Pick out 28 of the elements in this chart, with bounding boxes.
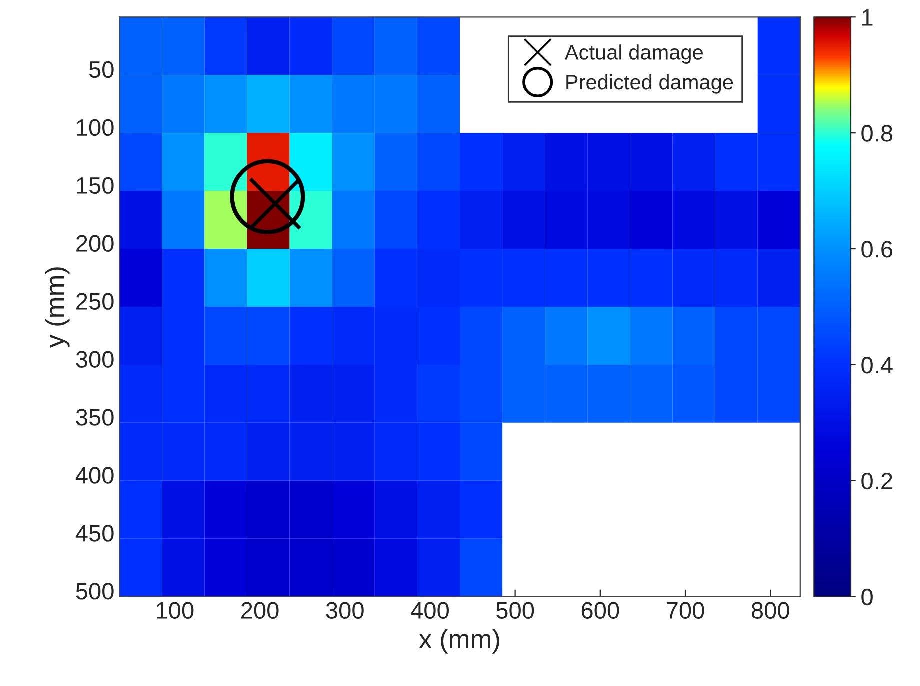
y-tick-label: 250 <box>76 293 114 310</box>
x-tick-label: 100 <box>157 602 194 620</box>
y-axis-title: y (mm) <box>45 268 70 348</box>
x-tick-label: 700 <box>667 602 704 620</box>
y-tick-label: 150 <box>77 177 114 194</box>
color-bar-label: 0.8 <box>862 125 893 142</box>
y-tick-label: 50 <box>89 61 114 78</box>
y-tick-label: 200 <box>76 235 114 252</box>
legend-label: Predicted damage <box>566 74 734 94</box>
y-tick-label: 400 <box>76 467 114 484</box>
x-tick-label: 800 <box>752 602 790 620</box>
x-tick-label: 400 <box>411 602 449 620</box>
x-tick-label: 500 <box>496 602 534 620</box>
x-tick-label: 200 <box>242 602 279 620</box>
y-tick-label: 450 <box>76 525 114 542</box>
x-tick-label: 300 <box>326 602 364 620</box>
x-axis-title: x (mm) <box>419 629 500 654</box>
y-tick-label: 300 <box>76 351 114 368</box>
color-bar-label: 0 <box>862 588 873 606</box>
y-tick-label: 350 <box>76 409 114 426</box>
color-bar-label: 0.6 <box>862 241 893 258</box>
legend-label: Actual damage <box>564 44 703 64</box>
color-bar-label: 1 <box>862 9 873 26</box>
y-tick-label: 100 <box>77 119 114 136</box>
x-tick-label: 600 <box>582 602 620 620</box>
y-tick-label: 500 <box>76 583 114 600</box>
color-bar-label: 0.2 <box>862 472 892 490</box>
color-bar-label: 0.4 <box>862 357 893 374</box>
